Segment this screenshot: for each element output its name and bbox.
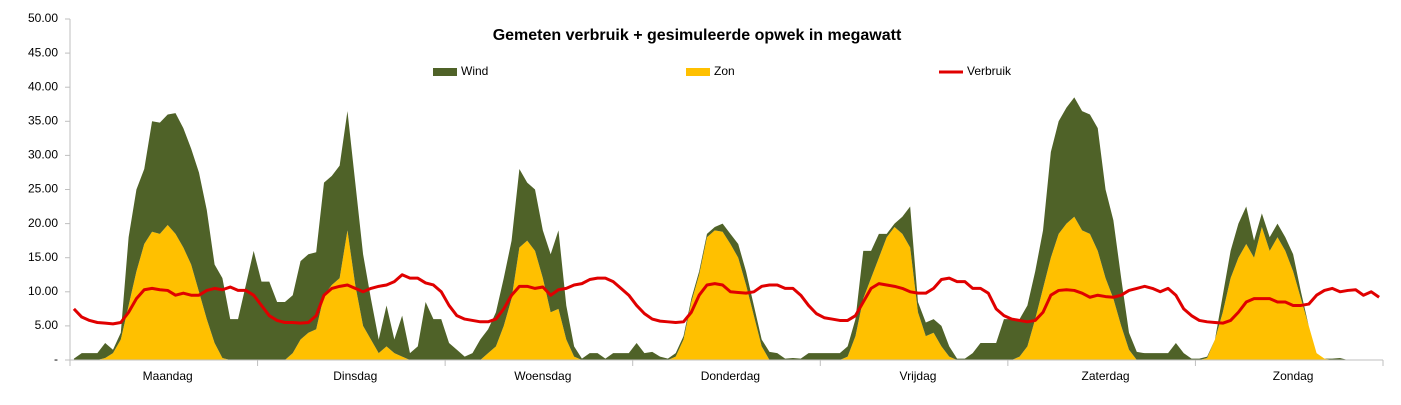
legend-label: Wind [461,64,488,78]
chart-title: Gemeten verbruik + gesimuleerde opwek in… [493,27,902,44]
x-tick-label: Vrijdag [900,369,937,383]
x-tick-label: Dinsdag [333,369,377,383]
legend-swatch [686,68,710,76]
y-tick-label: 10.00 [28,284,58,298]
y-tick-label: 30.00 [28,148,58,162]
x-tick-label: Donderdag [701,369,760,383]
y-tick-label: - [54,352,58,366]
y-tick-label: 5.00 [35,318,59,332]
legend-label: Zon [714,64,735,78]
y-tick-label: 50.00 [28,11,58,25]
legend-label: Verbruik [967,64,1012,78]
x-tick-label: Zaterdag [1082,369,1130,383]
y-tick-label: 25.00 [28,182,58,196]
x-tick-label: Woensdag [514,369,571,383]
legend-swatch [433,68,457,76]
y-tick-label: 45.00 [28,45,58,59]
x-tick-label: Zondag [1273,369,1314,383]
x-tick-label: Maandag [143,369,193,383]
line [72,273,1380,326]
y-tick-label: 15.00 [28,250,58,264]
y-tick-label: 40.00 [28,79,58,93]
y-tick-label: 20.00 [28,216,58,230]
y-tick-label: 35.00 [28,113,58,127]
area [73,97,1380,361]
